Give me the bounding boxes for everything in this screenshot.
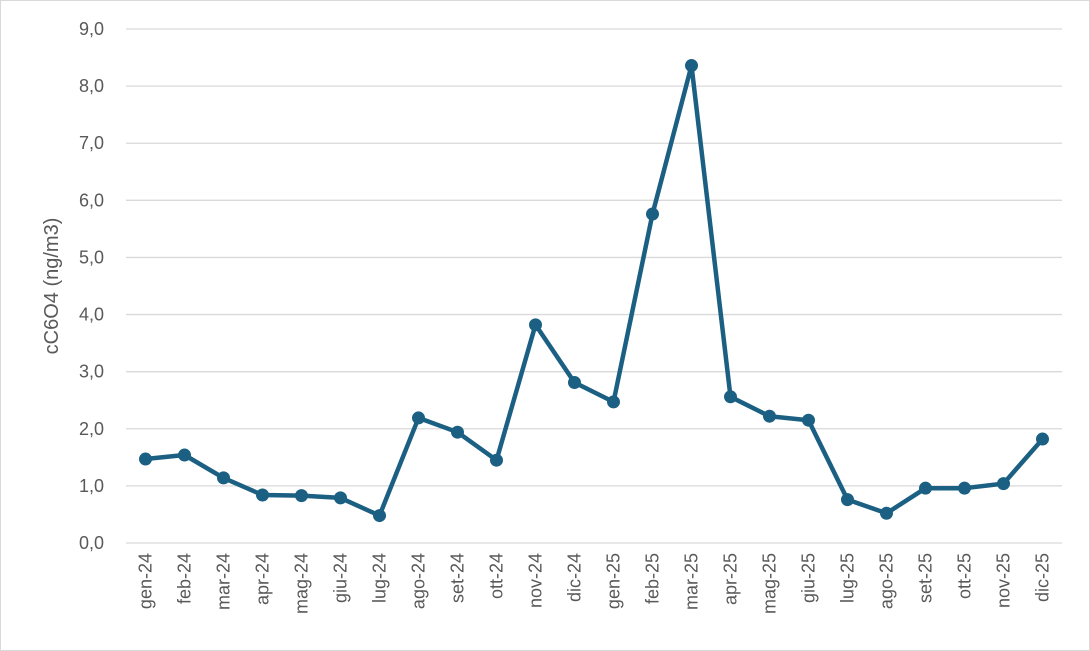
y-axis-title: cC6O4 (ng/m3)	[41, 218, 63, 355]
x-tick-label: ago-25	[877, 553, 897, 609]
data-point	[1036, 432, 1049, 446]
y-tick-label: 1,0	[79, 476, 104, 496]
y-tick-label: 2,0	[79, 419, 104, 439]
x-tick-label: apr-25	[721, 553, 741, 605]
y-tick-label: 9,0	[79, 19, 104, 39]
data-point	[685, 59, 698, 73]
data-point	[724, 390, 737, 404]
y-tick-label: 3,0	[79, 362, 104, 382]
data-point	[841, 493, 854, 507]
data-point	[958, 481, 971, 495]
data-point	[919, 481, 932, 495]
data-point	[490, 453, 503, 467]
series-group	[139, 59, 1049, 523]
x-tick-label: set-24	[448, 553, 468, 603]
x-tick-label: dic-25	[1033, 553, 1053, 602]
x-tick-label: gen-25	[604, 553, 624, 609]
y-tick-label: 4,0	[79, 305, 104, 325]
x-tick-label: gen-24	[136, 553, 156, 609]
x-tick-label: lug-24	[370, 553, 390, 603]
x-tick-label: ago-24	[409, 553, 429, 609]
data-point	[217, 471, 230, 485]
data-point	[529, 318, 542, 332]
data-point	[802, 413, 815, 427]
x-tick-label: ott-25	[955, 553, 975, 599]
gridlines	[126, 28, 1062, 544]
data-point	[568, 376, 581, 390]
x-tick-label: ott-24	[487, 553, 507, 599]
x-tick-label: mar-24	[214, 553, 234, 610]
data-point	[178, 448, 191, 462]
y-tick-label: 7,0	[79, 133, 104, 153]
series-line	[143, 63, 1045, 518]
data-point	[334, 491, 347, 505]
data-point	[997, 477, 1010, 491]
y-tick-labels: 0,0 1,0 2,0 3,0 4,0 5,0 6,0 7,0 8,0 9,0	[79, 19, 104, 553]
x-tick-label: giu-24	[331, 553, 351, 603]
y-tick-label: 5,0	[79, 247, 104, 267]
y-tick-label: 6,0	[79, 190, 104, 210]
data-point	[412, 411, 425, 425]
x-tick-label: set-25	[916, 553, 936, 603]
data-point	[880, 506, 893, 520]
x-tick-labels: gen-24 feb-24 mar-24 apr-24 mag-24 giu-24 lug-…	[136, 553, 1053, 614]
x-tick-label: feb-25	[643, 553, 663, 604]
data-point	[763, 409, 776, 423]
data-point	[295, 489, 308, 503]
data-point	[139, 452, 152, 466]
data-point	[451, 425, 464, 439]
data-point	[373, 509, 386, 523]
y-tick-label: 8,0	[79, 76, 104, 96]
x-tick-label: dic-24	[565, 553, 585, 602]
x-tick-label: feb-24	[175, 553, 195, 604]
x-tick-label: apr-24	[253, 553, 273, 605]
x-tick-label: mag-25	[760, 553, 780, 614]
data-point	[256, 488, 269, 502]
x-tick-label: nov-25	[994, 553, 1014, 608]
data-point	[607, 395, 620, 409]
x-tick-label: mag-24	[292, 553, 312, 614]
x-tick-label: mar-25	[682, 553, 702, 610]
data-point	[646, 207, 659, 221]
x-tick-label: giu-25	[799, 553, 819, 603]
y-tick-label: 0,0	[79, 533, 104, 553]
x-tick-label: nov-24	[526, 553, 546, 608]
x-tick-label: lug-25	[838, 553, 858, 603]
